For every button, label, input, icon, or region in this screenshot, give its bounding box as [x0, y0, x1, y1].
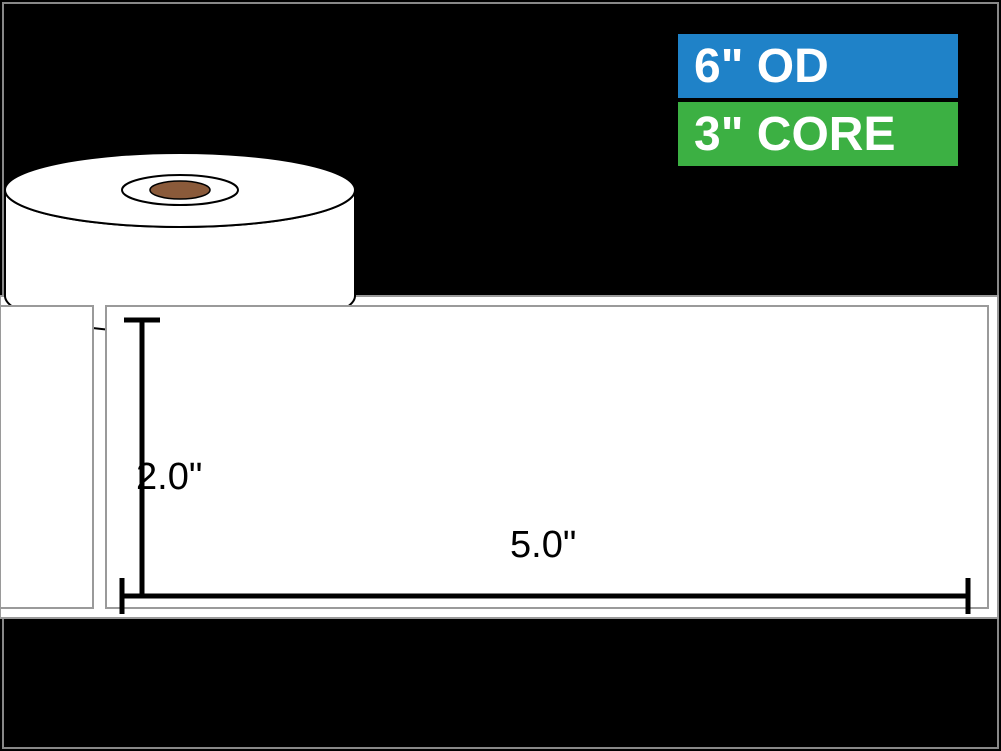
width-dimension-label: 5.0" [510, 524, 576, 567]
height-dimension-label: 2.0" [136, 456, 202, 499]
diagram-svg [0, 0, 1001, 751]
